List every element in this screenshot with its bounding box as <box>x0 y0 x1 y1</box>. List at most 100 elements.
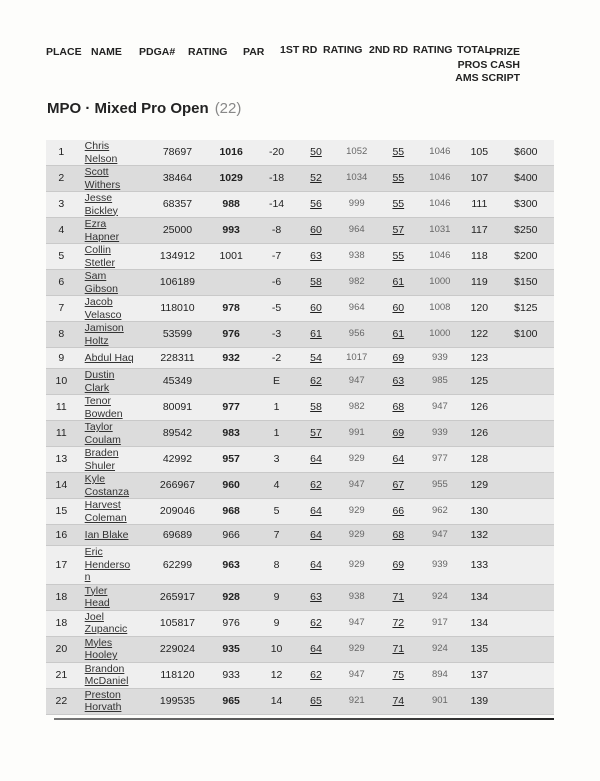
round2-score-link[interactable]: 68 <box>377 524 419 546</box>
player-rating: 976 <box>205 610 257 637</box>
pdga-number: 80091 <box>149 394 206 421</box>
round2-score-link[interactable]: 64 <box>377 446 419 473</box>
round2-score-link[interactable]: 66 <box>377 498 419 525</box>
round2-rating: 1046 <box>418 140 462 166</box>
round1-score-link[interactable]: 65 <box>296 688 336 715</box>
round2-score-link[interactable]: 69 <box>377 347 419 369</box>
round1-score-link[interactable]: 57 <box>296 420 336 447</box>
round2-score-link[interactable]: 75 <box>377 662 419 689</box>
player-name-link[interactable]: Sam Gibson <box>76 269 150 296</box>
player-name-link[interactable]: Ezra Hapner <box>76 217 150 244</box>
player-name-link[interactable]: Braden Shuler <box>76 446 150 473</box>
round1-score-link[interactable]: 62 <box>296 662 336 689</box>
round2-score-link[interactable]: 55 <box>377 140 419 166</box>
round2-score-link[interactable]: 61 <box>377 269 419 296</box>
player-name-link[interactable]: Preston Horvath <box>76 688 150 715</box>
round1-score-link[interactable]: 63 <box>296 243 336 270</box>
round2-score-link[interactable]: 55 <box>377 191 419 218</box>
round1-score-link[interactable]: 64 <box>296 524 336 546</box>
player-rating: 966 <box>205 524 257 546</box>
total-score: 137 <box>461 662 498 689</box>
round2-score-link[interactable]: 72 <box>377 610 419 637</box>
round2-score-link[interactable]: 71 <box>377 636 419 663</box>
table-row: 9 Abdul Haq 228311 932 -2 54 1017 69 939 123 <box>46 347 554 369</box>
player-last-name: Gibson <box>84 282 118 295</box>
round2-score-link[interactable]: 63 <box>377 368 419 395</box>
round2-rating: 1046 <box>418 243 462 270</box>
prize-amount: $400 <box>497 165 554 192</box>
player-name-link[interactable]: Collin Stetler <box>76 243 150 270</box>
round1-score-link[interactable]: 64 <box>296 446 336 473</box>
round2-score-link[interactable]: 74 <box>377 688 419 715</box>
player-name-link[interactable]: Tenor Bowden <box>76 394 150 421</box>
table-row: 15 Harvest Coleman 209046 968 5 64 929 66 962 130 <box>46 498 554 525</box>
total-score: 125 <box>461 368 498 395</box>
round1-score-link[interactable]: 60 <box>296 217 336 244</box>
round1-score-link[interactable]: 63 <box>296 584 336 611</box>
player-name-link[interactable]: Brandon McDaniel <box>76 662 150 689</box>
player-name-link[interactable]: Scott Withers <box>76 165 150 192</box>
round1-score-link[interactable]: 64 <box>296 498 336 525</box>
round2-score-link[interactable]: 55 <box>377 165 419 192</box>
player-first-name: Jacob <box>84 296 113 308</box>
player-name-link[interactable]: Jamison Holtz <box>76 321 150 348</box>
player-name-link[interactable]: Dustin Clark <box>76 368 150 395</box>
player-name-link[interactable]: Jacob Velasco <box>76 295 150 322</box>
player-first-name: Myles <box>84 636 113 649</box>
player-name-link[interactable]: Myles Hooley <box>76 636 150 663</box>
round1-score-link[interactable]: 54 <box>296 347 336 369</box>
round2-score-link[interactable]: 57 <box>377 217 419 244</box>
player-name-link[interactable]: Chris Nelson <box>76 140 150 166</box>
table-row: 5 Collin Stetler 134912 1001 -7 63 938 55 1046 118… <box>46 243 554 270</box>
player-name-link[interactable]: Ian Blake <box>76 524 150 546</box>
player-name-link[interactable]: Kyle Costanza <box>76 472 150 499</box>
round1-score-link[interactable]: 64 <box>296 545 336 585</box>
place: 16 <box>46 524 77 546</box>
par-score: 1 <box>256 394 297 421</box>
round1-score-link[interactable]: 56 <box>296 191 336 218</box>
par-score: -14 <box>256 191 297 218</box>
player-name-link[interactable]: Joel Zupancic <box>76 610 150 637</box>
place: 20 <box>46 636 77 663</box>
total-score: 134 <box>461 610 498 637</box>
round1-score-link[interactable]: 62 <box>296 368 336 395</box>
round2-score-link[interactable]: 55 <box>377 243 419 270</box>
player-name-link[interactable]: Tyler Head <box>76 584 150 611</box>
round2-rating: 1008 <box>418 295 462 322</box>
table-row: 6 Sam Gibson 106189 -6 58 982 61 1000 119 $150 <box>46 269 554 296</box>
round2-score-link[interactable]: 67 <box>377 472 419 499</box>
table-row: 3 Jesse Bickley 68357 988 -14 56 999 55 1046 111 $3… <box>46 191 554 218</box>
player-name-link[interactable]: Taylor Coulam <box>76 420 150 447</box>
place: 9 <box>46 347 77 369</box>
round1-score-link[interactable]: 61 <box>296 321 336 348</box>
player-last-name: Coulam <box>84 433 121 446</box>
table-row: 14 Kyle Costanza 266967 960 4 62 947 67 955 129 <box>46 472 554 499</box>
round2-score-link[interactable]: 61 <box>377 321 419 348</box>
round1-score-link[interactable]: 58 <box>296 269 336 296</box>
table-row: 8 Jamison Holtz 53599 976 -3 61 956 61 1000 122 $10… <box>46 321 554 348</box>
player-name-link[interactable]: Abdul Haq <box>76 347 150 369</box>
player-name-link[interactable]: Jesse Bickley <box>76 191 150 218</box>
player-last-name: Coleman <box>84 511 127 524</box>
round1-score-link[interactable]: 60 <box>296 295 336 322</box>
round1-score-link[interactable]: 62 <box>296 610 336 637</box>
round2-score-link[interactable]: 71 <box>377 584 419 611</box>
round1-score-link[interactable]: 64 <box>296 636 336 663</box>
player-rating: 988 <box>205 191 257 218</box>
par-score: 9 <box>256 584 297 611</box>
pdga-number: 228311 <box>149 347 206 369</box>
round2-score-link[interactable]: 69 <box>377 420 419 447</box>
total-score: 119 <box>461 269 498 296</box>
round2-score-link[interactable]: 69 <box>377 545 419 585</box>
round2-score-link[interactable]: 60 <box>377 295 419 322</box>
round1-score-link[interactable]: 50 <box>296 140 336 166</box>
round1-score-link[interactable]: 52 <box>296 165 336 192</box>
player-name-link[interactable]: Harvest Coleman <box>76 498 150 525</box>
round1-score-link[interactable]: 58 <box>296 394 336 421</box>
round2-score-link[interactable]: 68 <box>377 394 419 421</box>
player-name-link[interactable]: Eric Henderso n <box>76 545 150 585</box>
total-score: 105 <box>461 140 498 166</box>
round1-score-link[interactable]: 62 <box>296 472 336 499</box>
place: 18 <box>46 584 77 611</box>
player-last-name: Costanza <box>84 485 130 498</box>
